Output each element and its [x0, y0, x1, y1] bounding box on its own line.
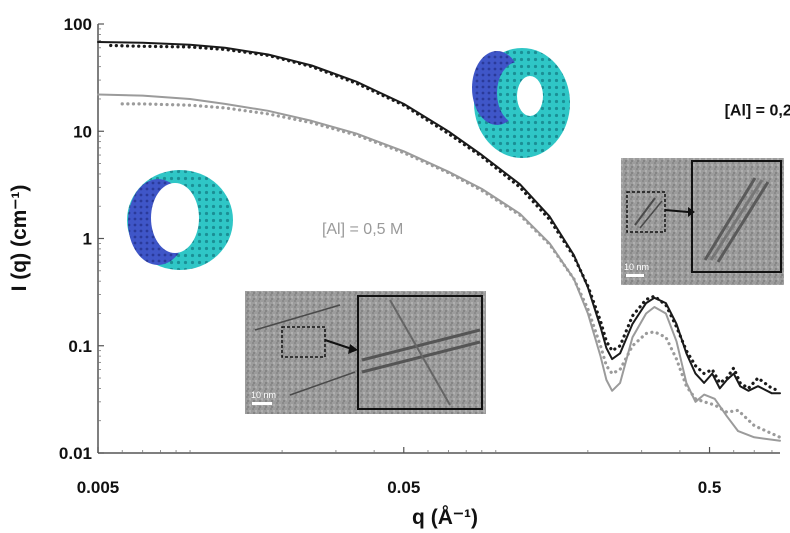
y-tick-label: 10	[73, 122, 92, 141]
series-annotation: [Al] = 0,5 M	[322, 221, 403, 238]
x-ticks: 0.005 0.05 0.5	[77, 447, 773, 497]
x-tick-label: 0.5	[698, 478, 722, 497]
axes: 100 10 1 0.1 0.01 0.005 0.05 0.5	[59, 15, 780, 497]
annotation-layer: [Al] = 0,25 M [Al] = 0,5 M	[322, 103, 790, 238]
x-axis-title: q (Å⁻¹)	[412, 505, 478, 529]
scale-bar-label-center: 10 nm	[251, 390, 276, 400]
tem-inset-right: 10 nm	[621, 158, 784, 285]
series-line-2	[97, 93, 781, 442]
y-tick-label: 0.01	[59, 444, 92, 463]
series-annotation: [Al] = 0,25 M	[725, 103, 790, 120]
tem-inset-center: 10 nm	[245, 291, 486, 414]
y-ticks: 100 10 1 0.1 0.01	[59, 15, 104, 463]
y-tick-label: 0.1	[68, 337, 92, 356]
scale-bar-label-right: 10 nm	[624, 262, 649, 272]
x-tick-label: 0.05	[387, 478, 420, 497]
x-tick-label: 0.005	[77, 478, 120, 497]
y-tick-label: 100	[64, 15, 92, 34]
series-line-1	[109, 43, 782, 393]
series-line-0	[97, 41, 781, 395]
series-line-3	[120, 102, 782, 439]
series-layer	[97, 41, 782, 442]
y-axis-title: I (q) (cm⁻¹)	[8, 185, 31, 292]
single-wall-nanotube-illustration	[127, 170, 233, 270]
y-tick-label: 1	[83, 230, 92, 249]
double-wall-nanotube-illustration	[472, 48, 570, 158]
